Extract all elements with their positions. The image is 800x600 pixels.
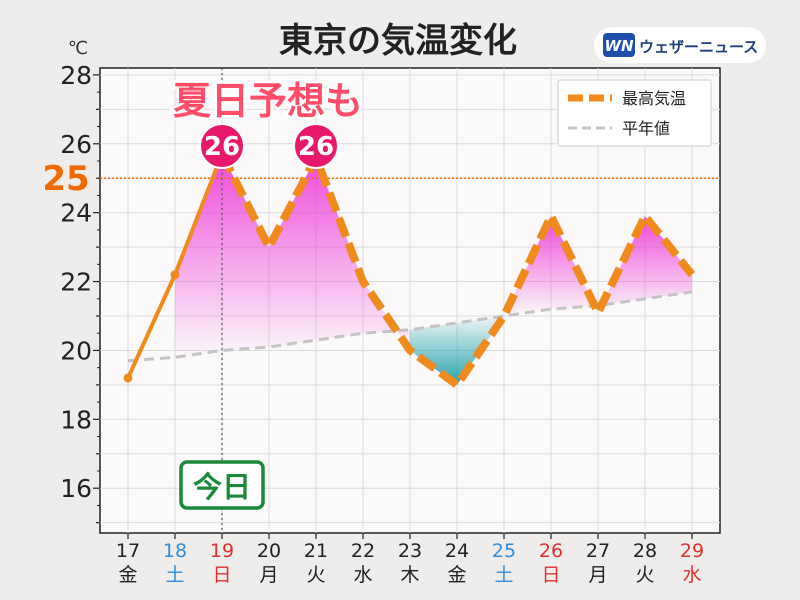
x-tick-label-date: 26: [539, 540, 563, 562]
x-tick-label-weekday: 木: [400, 564, 419, 586]
today-box: [179, 460, 265, 510]
x-tick-label-date: 19: [210, 540, 234, 562]
peak-badge-circle: [293, 123, 339, 169]
peak-badges: 26 26: [199, 123, 339, 169]
chart-title: 東京の気温変化: [279, 21, 517, 61]
y-tick-label: 24: [60, 199, 92, 228]
peak-badge-value: 26: [298, 132, 334, 162]
x-tick-label-weekday: 水: [682, 564, 701, 586]
today-label: 今日: [193, 470, 251, 504]
threshold: 25: [42, 159, 720, 199]
x-tick-label-date: 22: [351, 540, 375, 562]
temperature-fills: [175, 154, 692, 385]
max-temp-series: [123, 152, 696, 389]
brand-name: ウェザーニュース: [639, 38, 758, 56]
x-tick-label-date: 18: [163, 540, 187, 562]
x-tick-label-weekday: 火: [306, 564, 325, 586]
legend: 最高気温 平年値: [557, 79, 712, 147]
x-tick-label-weekday: 月: [259, 564, 278, 586]
weathernews-logo-icon: WN: [603, 33, 635, 57]
x-tick-label-weekday: 金: [447, 564, 466, 586]
x-tick-label-date: 29: [680, 540, 704, 562]
peak-badge-circle: [199, 123, 245, 169]
y-tick-label: 28: [60, 61, 92, 90]
x-tick-label-weekday: 土: [165, 564, 184, 586]
x-tick-label-date: 27: [586, 540, 610, 562]
x-tick-label-weekday: 土: [494, 564, 513, 586]
y-tick-label: 26: [60, 130, 92, 159]
max-series-point: [170, 270, 180, 280]
x-tick-label-date: 25: [492, 540, 516, 562]
y-tick-label: 18: [60, 405, 92, 434]
x-tick-label-date: 23: [398, 540, 422, 562]
peak-badge-value: 26: [204, 132, 240, 162]
max-series-forecast-line: [218, 152, 696, 389]
x-tick-label-weekday: 日: [541, 564, 560, 586]
x-tick-label-weekday: 日: [212, 564, 231, 586]
warm-fill-area: [504, 216, 692, 316]
y-axis: 16 18 20 22 24 26 28: [60, 61, 100, 524]
legend-max-label: 最高気温: [622, 89, 686, 108]
y-tick-label: 20: [60, 336, 92, 365]
y-tick-label: 22: [60, 268, 92, 297]
x-tick-label-date: 28: [633, 540, 657, 562]
legend-normal-label: 平年値: [622, 119, 670, 138]
x-tick-label-date: 17: [116, 540, 140, 562]
today-marker: 今日: [179, 68, 265, 533]
x-tick-label-weekday: 水: [353, 564, 372, 586]
x-tick-label-date: 21: [304, 540, 328, 562]
y-tick-label: 16: [60, 474, 92, 503]
brand-badge: WN ウェザーニュース: [594, 27, 766, 63]
x-tick-label-date: 24: [445, 540, 469, 562]
threshold-label: 25: [42, 159, 89, 199]
x-tick-label-weekday: 金: [118, 564, 137, 586]
max-series-point: [123, 373, 133, 383]
headline: 夏日予想も: [173, 79, 363, 123]
svg-text:WN: WN: [604, 37, 634, 55]
x-tick-label-weekday: 月: [588, 564, 607, 586]
warm-fill-area: [175, 154, 410, 358]
unit-label: ℃: [68, 38, 88, 59]
x-tick-label-date: 20: [257, 540, 281, 562]
x-tick-label-weekday: 火: [635, 564, 654, 586]
